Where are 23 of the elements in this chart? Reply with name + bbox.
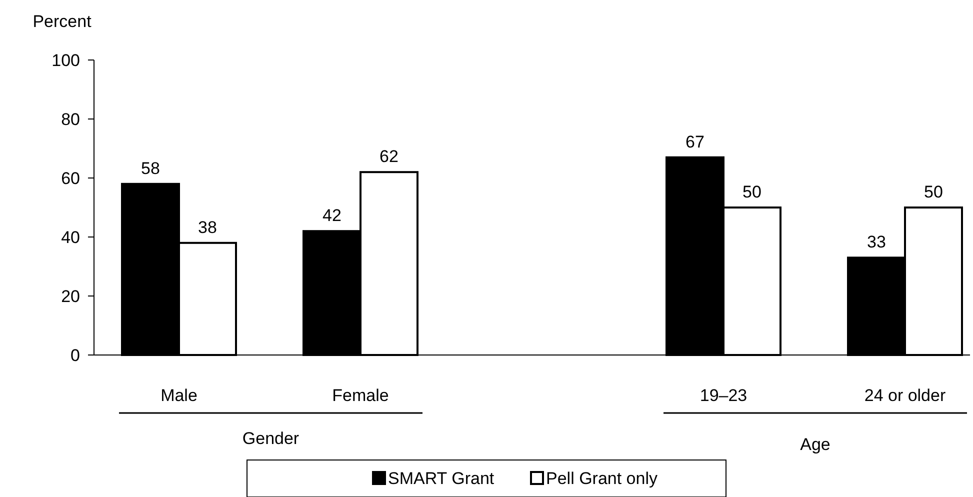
data-label: 58 <box>141 158 160 178</box>
legend-label: SMART Grant <box>388 468 494 488</box>
x-tick-label: Female <box>332 386 389 405</box>
x-tick-label: 24 or older <box>864 386 946 405</box>
data-label: 67 <box>686 132 704 152</box>
y-tick-label: 100 <box>52 50 80 70</box>
data-label: 38 <box>198 218 217 237</box>
y-tick-label: 60 <box>61 168 80 188</box>
data-label: 33 <box>867 232 886 252</box>
y-tick-label: 80 <box>61 110 80 129</box>
data-label: 62 <box>380 147 398 166</box>
data-label: 50 <box>742 182 762 202</box>
x-tick-label: Male <box>160 386 198 405</box>
data-label: 50 <box>924 182 943 202</box>
data-label: 42 <box>322 206 342 226</box>
text: Gender <box>242 429 300 448</box>
y-tick-label: 40 <box>61 228 80 247</box>
y-tick-label: 0 <box>70 346 80 365</box>
text: Age <box>800 435 830 454</box>
y-axis-title: Percent <box>32 12 92 31</box>
y-tick-label: 20 <box>61 286 80 306</box>
x-tick-label: 19–23 <box>700 386 748 405</box>
legend-label: Pell Grant only <box>546 468 658 488</box>
